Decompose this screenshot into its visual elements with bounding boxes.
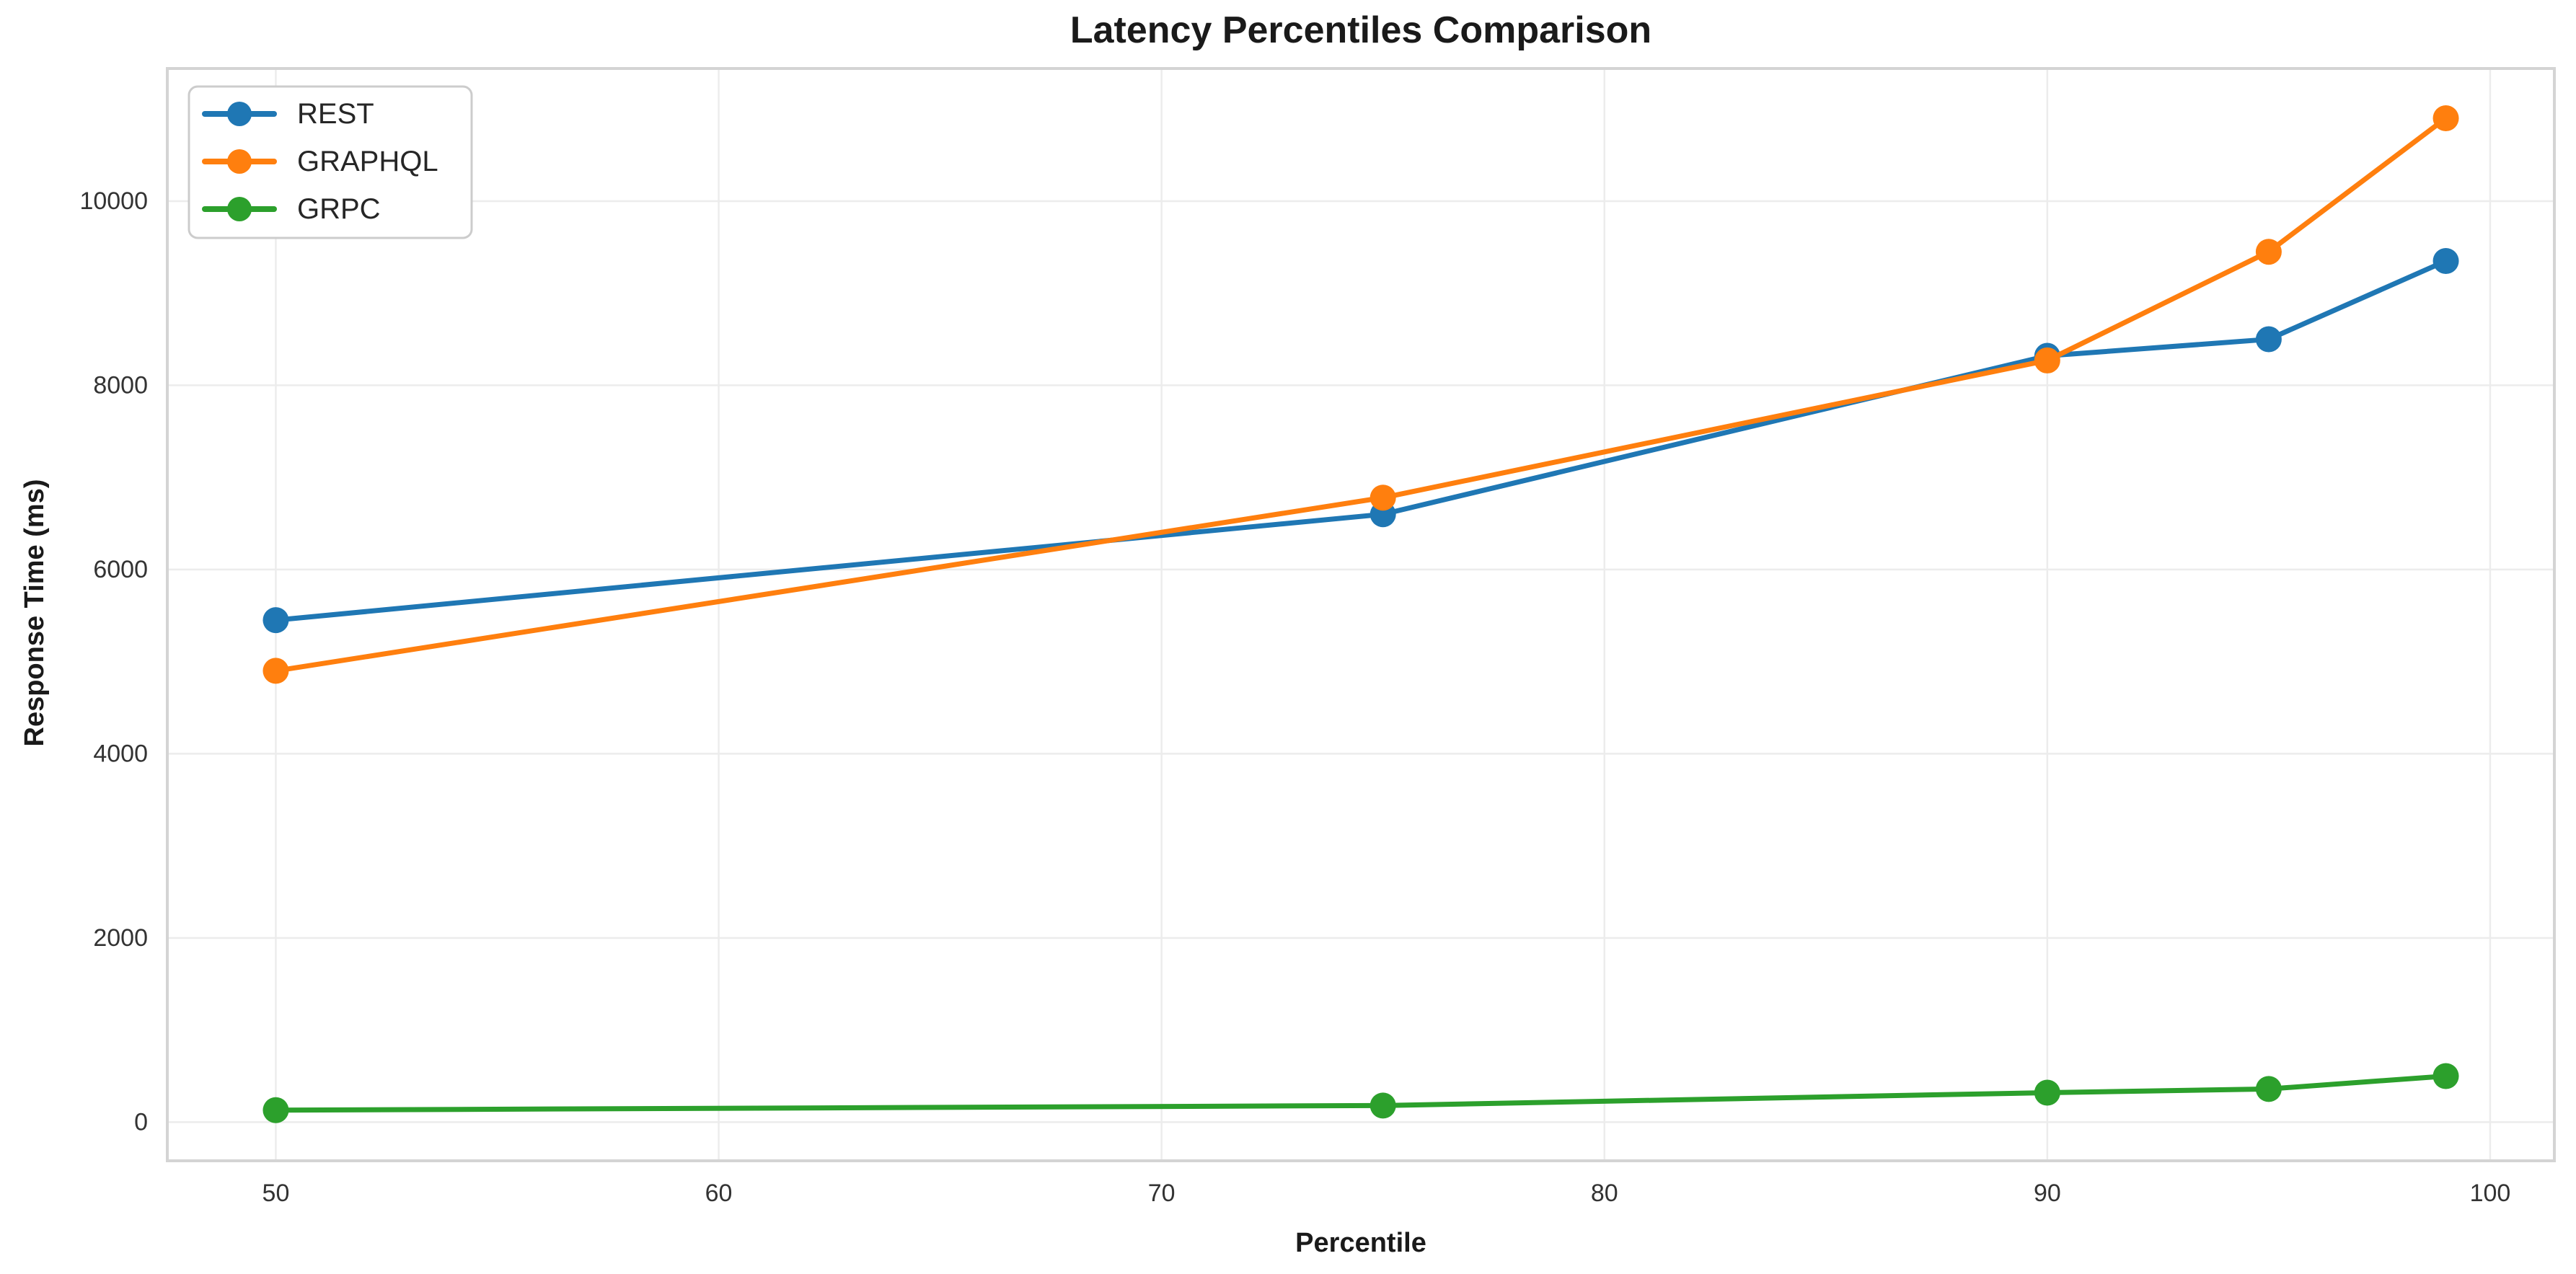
x-tick-label: 60 [705,1180,733,1207]
tick-layer: 50 60 70 80 90 100 0 2000 4000 6000 8000 10000 [79,187,2510,1207]
series-rest [263,247,2459,634]
data-point-marker [2255,1076,2282,1102]
y-tick-label: 10000 [79,187,148,215]
legend-box [188,85,473,239]
legend: REST GRAPHQL GRPC [188,85,473,239]
x-axis-label: Percentile [1295,1228,1426,1258]
data-point-marker [2432,1063,2459,1089]
data-point-marker [2432,247,2459,274]
series-line [273,258,2449,623]
data-point-marker [2034,347,2060,373]
series-graphql [263,105,2459,684]
series-line [273,1073,2449,1113]
legend-label: GRPC [297,193,381,225]
x-tick-label: 90 [2034,1180,2061,1207]
data-point-marker [2255,326,2282,353]
legend-marker [227,197,252,221]
series-grpc [263,1063,2459,1123]
data-point-marker [2255,239,2282,265]
plot-border [166,67,2556,1162]
data-point-marker [263,1097,289,1123]
legend-marker [227,149,252,174]
y-tick-label: 2000 [93,924,148,952]
legend-label: GRAPHQL [297,146,438,177]
data-point-marker [2034,1079,2060,1106]
y-axis-label: Response Time (ms) [19,479,50,747]
data-point-marker [1369,485,1396,511]
data-point-marker [1369,1092,1396,1119]
y-tick-label: 6000 [93,556,148,583]
legend-item-rest: REST [202,98,374,130]
legend-item-grpc: GRPC [202,193,381,225]
y-tick-label: 8000 [93,371,148,399]
y-tick-label: 4000 [93,740,148,767]
data-point-marker [263,658,289,684]
x-tick-label: 70 [1148,1180,1175,1207]
y-tick-label: 0 [134,1108,148,1136]
x-tick-label: 80 [1591,1180,1618,1207]
data-point-marker [2432,105,2459,131]
spine-layer [166,67,2556,1162]
legend-item-graphql: GRAPHQL [202,146,438,177]
chart-title: Latency Percentiles Comparison [1070,9,1651,51]
data-point-marker [263,607,289,634]
grid-layer [167,68,2554,1161]
x-tick-label: 50 [263,1180,290,1207]
x-tick-label: 100 [2470,1180,2511,1207]
series-layer [263,105,2459,1123]
legend-marker [227,102,252,126]
legend-label: REST [297,98,374,130]
